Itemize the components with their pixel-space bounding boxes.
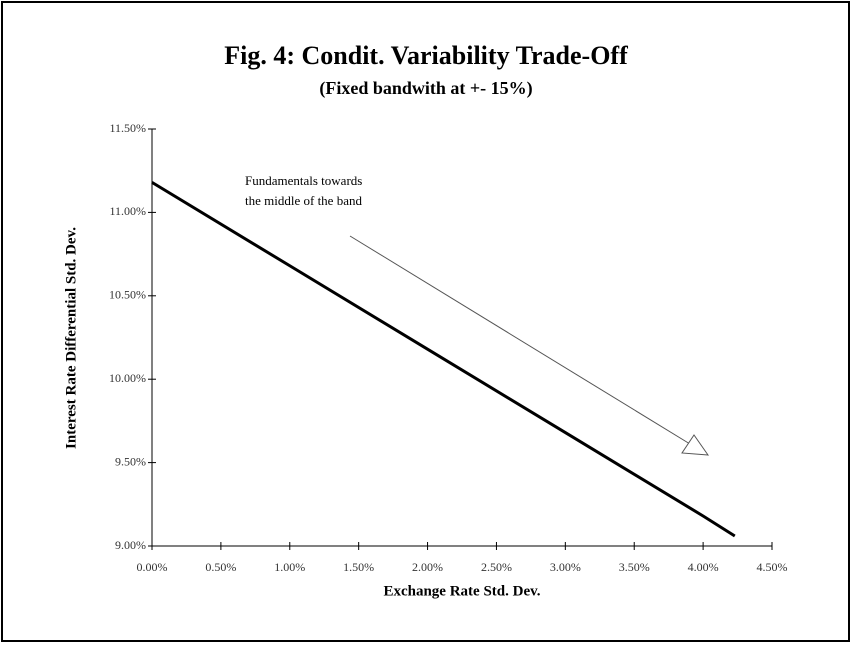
chart-title: Fig. 4: Condit. Variability Trade-Off — [224, 41, 628, 70]
y-tick-label: 10.50% — [109, 288, 146, 302]
annotation-arrow — [349, 235, 710, 456]
annotation: Fundamentals towards — [245, 173, 362, 188]
y-tick-label: 9.00% — [115, 538, 146, 552]
y-tick-label: 9.50% — [115, 454, 146, 468]
x-tick-label: 3.50% — [619, 560, 650, 574]
y-tick-label: 11.00% — [109, 204, 146, 218]
data-line — [151, 181, 736, 538]
x-tick-label: 3.00% — [550, 560, 581, 574]
y-tick-label: 11.50% — [109, 121, 146, 135]
x-tick-label: 1.00% — [274, 560, 305, 574]
y-axis-label: Interest Rate Differential Std. Dev. — [63, 227, 79, 449]
x-tick-label: 2.00% — [412, 560, 443, 574]
chart-subtitle: (Fixed bandwith at +- 15%) — [319, 78, 532, 99]
x-tick-label: 0.00% — [137, 560, 168, 574]
x-tick-label: 1.50% — [343, 560, 374, 574]
y-tick-label: 10.00% — [109, 371, 146, 385]
x-tick-label: 4.00% — [688, 560, 719, 574]
x-axis-label: Exchange Rate Std. Dev. — [383, 583, 540, 599]
x-tick-label: 4.50% — [757, 560, 788, 574]
annotation: the middle of the band — [245, 193, 362, 208]
x-tick-label: 2.50% — [481, 560, 512, 574]
x-tick-label: 0.50% — [205, 560, 236, 574]
